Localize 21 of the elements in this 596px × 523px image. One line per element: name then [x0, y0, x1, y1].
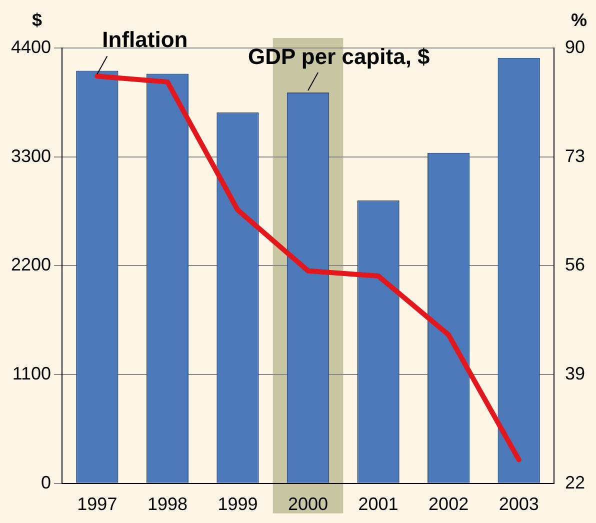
y2-tick-label: 73 — [564, 146, 586, 166]
y-tick-label: 1100 — [12, 364, 52, 384]
y2-tick-label: 39 — [564, 364, 586, 384]
y2-axis-title: % — [570, 10, 587, 30]
y-tick-label: 0 — [41, 472, 52, 492]
y2-tick-label: 56 — [564, 254, 586, 275]
y2-tick-label: 90 — [564, 36, 586, 57]
y-tick-label: 4400 — [10, 36, 52, 57]
x-tick-label: 2003 — [498, 494, 539, 514]
x-tick-label: 1999 — [218, 494, 258, 514]
x-tick-label: 1997 — [77, 494, 118, 514]
x-tick-label: 2002 — [428, 494, 469, 514]
x-tick-label: 2001 — [358, 494, 398, 514]
series-label: Inflation — [102, 26, 188, 54]
x-tick-label: 1998 — [147, 494, 188, 514]
y-tick-label: 3300 — [10, 146, 52, 166]
series-label: GDP per capita, $ — [248, 42, 430, 71]
y-axis-title: $ — [32, 10, 42, 30]
y2-tick-label: 22 — [564, 472, 586, 492]
y-tick-label: 2200 — [10, 254, 52, 275]
x-tick-label: 2000 — [288, 494, 328, 514]
